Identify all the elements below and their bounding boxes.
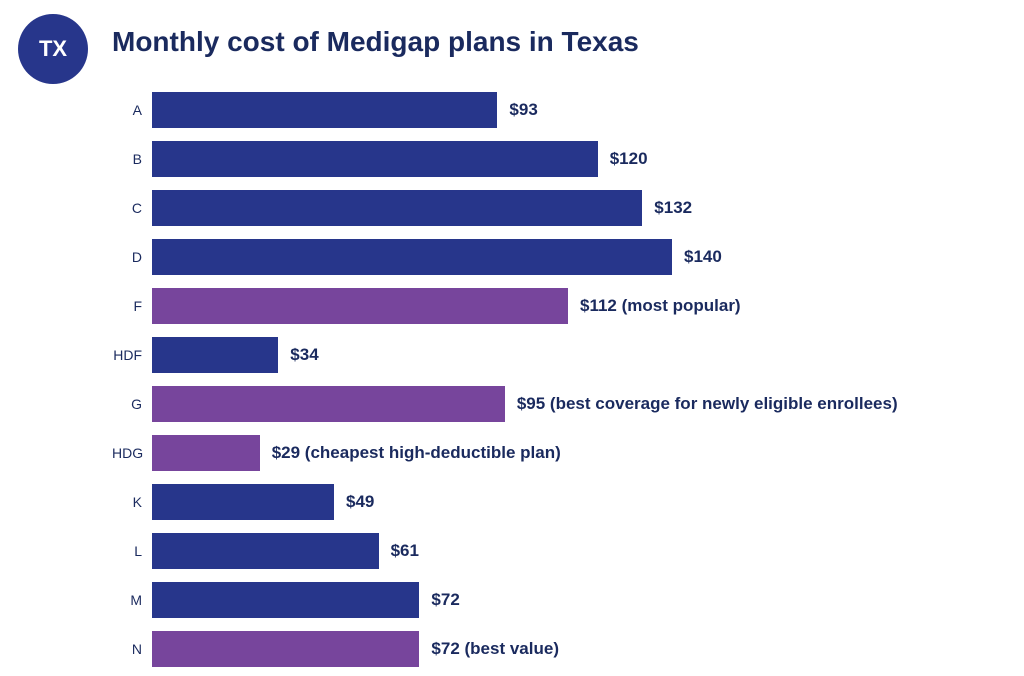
bar (152, 141, 598, 177)
bar-category-label: F (112, 298, 152, 314)
bar-row: G $95 (best coverage for newly eligible e… (112, 382, 992, 426)
bar (152, 582, 419, 618)
bar-category-label: D (112, 249, 152, 265)
bar-value-label: $120 (610, 149, 648, 169)
bar-row: M $72 (112, 578, 992, 622)
bar-value-label: $61 (391, 541, 419, 561)
bar-value-label: $95 (best coverage for newly eligible en… (517, 394, 898, 414)
bar-category-label: M (112, 592, 152, 608)
bar-row: F $112 (most popular) (112, 284, 992, 328)
bar (152, 631, 419, 667)
bar-row: D $140 (112, 235, 992, 279)
bar-row: A $93 (112, 88, 992, 132)
bar-category-label: L (112, 543, 152, 559)
bar-category-label: N (112, 641, 152, 657)
bar-category-label: B (112, 151, 152, 167)
bar-chart: A $93 B $120 C $132 D $140 F $112 (most popular) H… (112, 88, 992, 671)
bar-value-label: $140 (684, 247, 722, 267)
bar-category-label: HDF (112, 347, 152, 363)
bar (152, 239, 672, 275)
bar (152, 92, 497, 128)
bar-row: K $49 (112, 480, 992, 524)
bar (152, 288, 568, 324)
bar-row: L $61 (112, 529, 992, 573)
bar (152, 533, 379, 569)
bar-value-label: $72 (431, 590, 459, 610)
state-badge-text: TX (39, 36, 67, 62)
bar-row: N $72 (best value) (112, 627, 992, 671)
bar-value-label: $29 (cheapest high-deductible plan) (272, 443, 561, 463)
bar (152, 337, 278, 373)
bar-category-label: K (112, 494, 152, 510)
bar (152, 435, 260, 471)
bar-row: HDF $34 (112, 333, 992, 377)
state-badge: TX (18, 14, 88, 84)
bar (152, 484, 334, 520)
bar-category-label: HDG (112, 445, 152, 461)
bar (152, 190, 642, 226)
bar-value-label: $93 (509, 100, 537, 120)
bar-value-label: $112 (most popular) (580, 296, 741, 316)
bar (152, 386, 505, 422)
bar-category-label: G (112, 396, 152, 412)
bar-category-label: C (112, 200, 152, 216)
bar-category-label: A (112, 102, 152, 118)
bar-row: HDG $29 (cheapest high-deductible plan) (112, 431, 992, 475)
bar-row: B $120 (112, 137, 992, 181)
bar-value-label: $34 (290, 345, 318, 365)
bar-value-label: $132 (654, 198, 692, 218)
bar-value-label: $49 (346, 492, 374, 512)
bar-row: C $132 (112, 186, 992, 230)
bar-value-label: $72 (best value) (431, 639, 559, 659)
chart-title: Monthly cost of Medigap plans in Texas (112, 26, 639, 58)
